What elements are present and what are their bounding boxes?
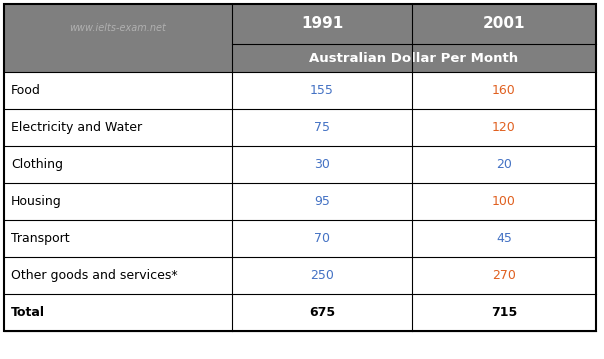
- Text: 100: 100: [492, 195, 516, 208]
- Text: 45: 45: [496, 232, 512, 245]
- Text: www.ielts-exam.net: www.ielts-exam.net: [69, 23, 167, 33]
- Bar: [4, 294, 596, 331]
- Bar: [4, 44, 232, 72]
- Text: Australian Dollar Per Month: Australian Dollar Per Month: [309, 51, 519, 65]
- Text: 2001: 2001: [483, 17, 525, 32]
- Text: 1991: 1991: [301, 17, 343, 32]
- Bar: [4, 72, 596, 109]
- Text: 30: 30: [314, 158, 330, 171]
- Text: 250: 250: [310, 269, 334, 282]
- Text: 270: 270: [492, 269, 516, 282]
- Bar: [412, 4, 596, 44]
- Bar: [4, 257, 596, 294]
- Text: Clothing: Clothing: [11, 158, 63, 171]
- Text: Total: Total: [11, 306, 45, 319]
- Bar: [232, 4, 412, 44]
- Text: 160: 160: [492, 84, 516, 97]
- Text: 75: 75: [314, 121, 330, 134]
- Bar: [4, 4, 232, 44]
- Text: Housing: Housing: [11, 195, 62, 208]
- Text: Other goods and services*: Other goods and services*: [11, 269, 178, 282]
- Text: 20: 20: [496, 158, 512, 171]
- Text: 70: 70: [314, 232, 330, 245]
- Bar: [4, 146, 596, 183]
- Bar: [4, 109, 596, 146]
- Bar: [232, 44, 596, 72]
- Text: 155: 155: [310, 84, 334, 97]
- Bar: [4, 220, 596, 257]
- Text: 95: 95: [314, 195, 330, 208]
- Text: Food: Food: [11, 84, 41, 97]
- Text: Transport: Transport: [11, 232, 69, 245]
- Text: Electricity and Water: Electricity and Water: [11, 121, 142, 134]
- Text: 675: 675: [309, 306, 335, 319]
- Text: 120: 120: [492, 121, 516, 134]
- Text: 715: 715: [491, 306, 517, 319]
- Bar: [4, 183, 596, 220]
